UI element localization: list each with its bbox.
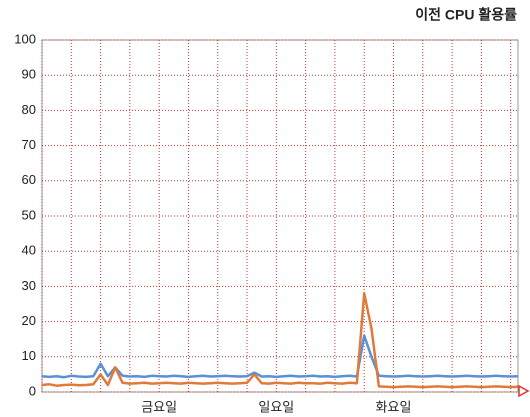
y-tick-label: 20 (22, 313, 36, 328)
axis-arrow (518, 384, 530, 398)
series-line (41, 292, 519, 389)
x-tick-label: 금요일 (141, 399, 177, 414)
series-line (41, 334, 519, 379)
y-tick-label: 10 (22, 348, 36, 363)
y-tick-label: 90 (22, 67, 36, 82)
x-tick-label: 화요일 (376, 399, 412, 414)
y-tick-label: 60 (22, 172, 36, 187)
y-tick-label: 70 (22, 137, 36, 152)
y-tick-label: 100 (14, 31, 36, 46)
y-tick-label: 30 (22, 278, 36, 293)
y-tick-label: 40 (22, 243, 36, 258)
y-tick-label: 50 (22, 207, 36, 222)
chart-title: 이전 CPU 활용률 (415, 7, 517, 23)
y-tick-label: 80 (22, 102, 36, 117)
x-tick-label: 일요일 (258, 399, 294, 414)
y-tick-label: 0 (29, 383, 36, 398)
